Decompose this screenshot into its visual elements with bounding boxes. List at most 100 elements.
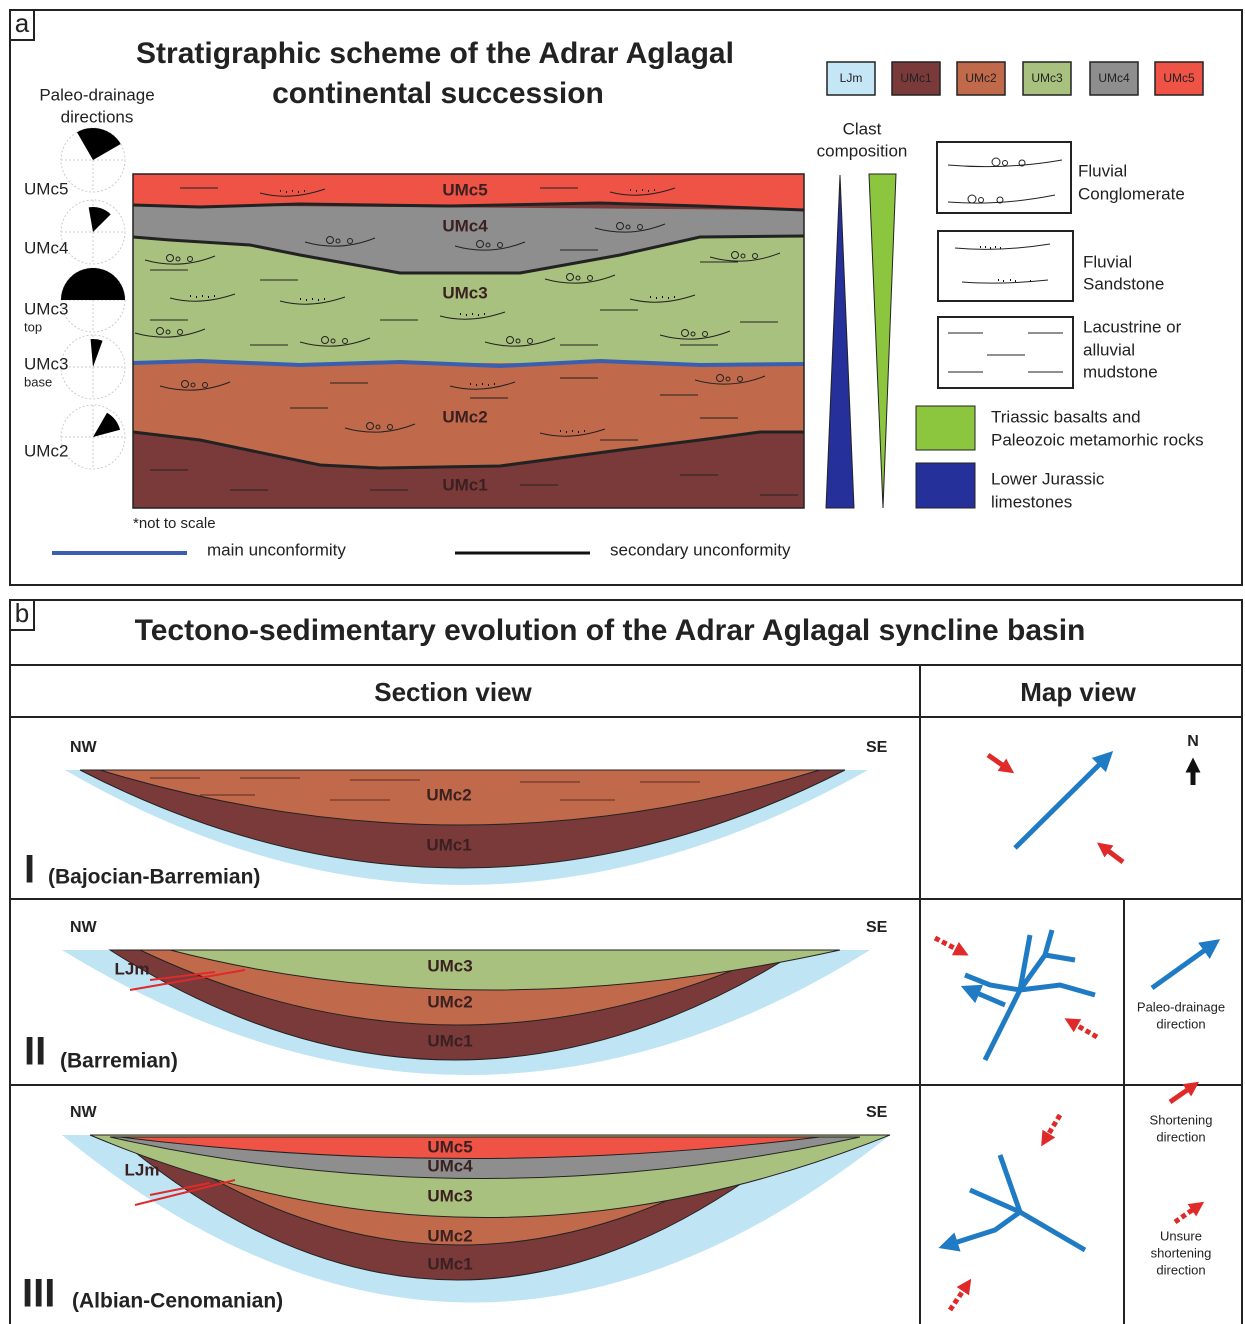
facies-label: alluvial xyxy=(1083,340,1135,359)
unit-label: UMc5 xyxy=(442,180,487,199)
panel-a: a Stratigraphic scheme of the Adrar Agla… xyxy=(10,8,1242,585)
end-label: SE xyxy=(866,739,888,756)
rose-wedge xyxy=(89,207,111,232)
source-swatch xyxy=(916,463,975,508)
north-label: N xyxy=(1187,733,1199,750)
end-label: NW xyxy=(70,1104,98,1121)
shortening-arrow xyxy=(1103,847,1123,862)
unit-legend: LJm UMc1 UMc2 UMc3 UMc4 UMc5 xyxy=(827,62,1203,95)
drainage-arrow xyxy=(1015,758,1106,848)
stage-period: (Bajocian-Barremian) xyxy=(48,866,260,889)
facies-box xyxy=(938,317,1073,388)
header: Map view xyxy=(1020,677,1136,707)
unit-swatch-label: UMc4 xyxy=(1098,71,1130,85)
legend-shortening xyxy=(1170,1086,1193,1102)
panel-label: b xyxy=(15,598,29,628)
unit-label: UMc3 xyxy=(427,1186,472,1205)
rose-wedge xyxy=(93,413,120,437)
header: Section view xyxy=(374,677,532,707)
unit-swatch-label: UMc1 xyxy=(900,71,932,85)
panel-b: b Tectono-sedimentary evolution of the A… xyxy=(10,598,1242,1324)
unit-label: UMc5 xyxy=(427,1137,472,1156)
shortening-arrow xyxy=(988,755,1008,769)
clast-title: composition xyxy=(817,141,908,160)
map-legend-label: Shortening xyxy=(1150,1112,1213,1127)
stage-period: (Albian-Cenomanian) xyxy=(72,1290,283,1313)
source-label: Triassic basalts and xyxy=(991,407,1141,426)
map-legend-label: Unsure xyxy=(1160,1228,1202,1243)
facies-box xyxy=(938,231,1073,301)
rose-label: UMc3 xyxy=(24,354,68,373)
basalt-wedge xyxy=(869,174,896,508)
legend-label: secondary unconformity xyxy=(610,540,791,559)
facies-label: mudstone xyxy=(1083,362,1158,381)
symbol xyxy=(980,247,1031,281)
rose-sublabel: top xyxy=(24,319,42,334)
unit-swatch-label: LJm xyxy=(840,71,863,85)
facies-label: Sandstone xyxy=(1083,274,1164,293)
symbol xyxy=(968,195,976,203)
symbol xyxy=(948,160,1062,203)
unit-swatch-label: UMc2 xyxy=(965,71,997,85)
symbol xyxy=(948,333,1063,372)
rose-wedge xyxy=(91,339,103,367)
unit-label: UMc4 xyxy=(442,216,488,235)
rose-label: UMc5 xyxy=(24,179,68,198)
title: Tectono-sedimentary evolution of the Adr… xyxy=(135,614,1086,647)
paleo-title: Paleo-drainage xyxy=(39,85,154,104)
source-swatch xyxy=(916,406,975,450)
rose-label: UMc4 xyxy=(24,238,68,257)
stage-numeral: II xyxy=(24,1030,46,1074)
strat-column: UMc5 UMc4 UMc3 UMc2 UMc1 xyxy=(133,174,804,508)
title: Stratigraphic scheme of the Adrar Aglaga… xyxy=(136,37,734,70)
note: *not to scale xyxy=(133,515,216,532)
unit-label: UMc3 xyxy=(442,283,487,302)
facies-label: Lacustrine or xyxy=(1083,317,1182,336)
legend-label: main unconformity xyxy=(207,540,346,559)
rose-label: UMc2 xyxy=(24,441,68,460)
unit-label: UMc4 xyxy=(427,1156,473,1175)
map-legend-label: direction xyxy=(1156,1262,1205,1277)
figure: a Stratigraphic scheme of the Adrar Agla… xyxy=(0,0,1245,1324)
end-label: SE xyxy=(866,919,888,936)
map-view xyxy=(935,755,1212,1310)
limestone-wedge xyxy=(826,175,854,508)
title: continental succession xyxy=(272,77,604,110)
source-label: Lower Jurassic xyxy=(991,469,1105,488)
stage-numeral: III xyxy=(22,1272,55,1316)
map-legend-label: Paleo-drainage xyxy=(1137,999,1225,1014)
unit-label: UMc2 xyxy=(427,1226,472,1245)
stage-numeral: I xyxy=(24,848,35,892)
rose-label: UMc3 xyxy=(24,299,68,318)
source-label: Paleozoic metamorhic rocks xyxy=(991,430,1204,449)
legend-unsure xyxy=(1175,1206,1198,1222)
paleo-title: directions xyxy=(61,107,134,126)
end-label: NW xyxy=(70,919,98,936)
unit-swatch-label: UMc3 xyxy=(1031,71,1063,85)
drainage-tree xyxy=(965,930,1095,1060)
stage-period: (Barremian) xyxy=(60,1050,178,1073)
unsure-shortening-arrow xyxy=(1045,1115,1060,1140)
unit-label: UMc1 xyxy=(427,1254,472,1273)
facies-label: Fluvial xyxy=(1083,252,1132,271)
unsure-shortening-arrow xyxy=(950,1285,967,1310)
rose-wedge xyxy=(61,268,125,300)
map-legend-label: shortening xyxy=(1151,1245,1212,1260)
drainage-tree xyxy=(948,1155,1085,1250)
map-legend-label: direction xyxy=(1156,1129,1205,1144)
unit-label: UMc2 xyxy=(427,992,472,1011)
rose-sublabel: base xyxy=(24,374,52,389)
unit-swatch-label: UMc5 xyxy=(1163,71,1195,85)
unsure-shortening-arrow xyxy=(1071,1022,1097,1037)
symbol xyxy=(955,244,1050,283)
unit-label: UMc1 xyxy=(426,835,471,854)
facies-label: Fluvial xyxy=(1078,161,1127,180)
unit-label: LJm xyxy=(115,959,150,978)
map-legend-label: direction xyxy=(1156,1016,1205,1031)
panel-label: a xyxy=(15,8,30,38)
legend-drainage xyxy=(1152,945,1212,988)
end-label: SE xyxy=(866,1104,888,1121)
unit-label: UMc3 xyxy=(427,956,472,975)
unit-label: UMc2 xyxy=(442,407,487,426)
